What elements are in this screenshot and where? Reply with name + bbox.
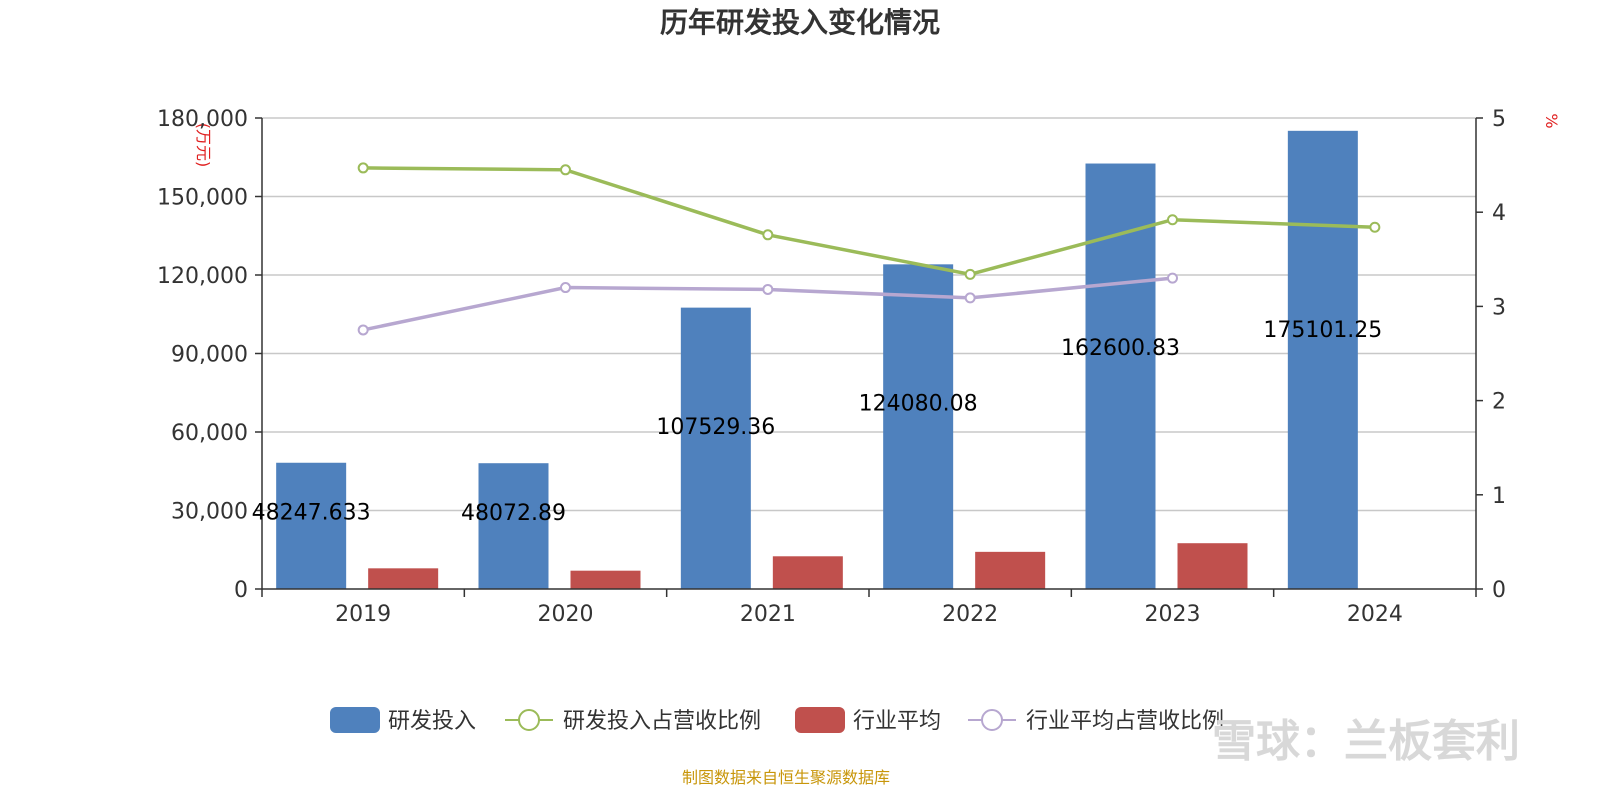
x-tick-label: 2021 xyxy=(740,602,796,627)
legend-swatch xyxy=(330,707,380,733)
legend-marker xyxy=(981,709,1003,731)
left-axis-unit: (万元) xyxy=(194,123,213,168)
legend-label: 行业平均占营收比例 xyxy=(1026,709,1224,734)
bar-value-label: 124080.08 xyxy=(859,391,978,416)
rd-ratio-point xyxy=(560,164,571,176)
bar-value-label: 48072.89 xyxy=(461,501,566,526)
source-note: 制图数据来自恒生聚源数据库 xyxy=(682,768,890,787)
rd-ratio-point xyxy=(964,268,976,280)
right-tick-label: 1 xyxy=(1492,484,1506,509)
rd-bar xyxy=(680,307,751,589)
x-tick-label: 2020 xyxy=(538,602,594,627)
right-tick-label: 4 xyxy=(1492,201,1506,226)
left-tick-label: 0 xyxy=(234,578,248,603)
rd-ratio-point xyxy=(357,162,369,174)
x-tick-label: 2019 xyxy=(335,602,391,627)
left-tick-label: 180,000 xyxy=(157,107,248,132)
rd-bar xyxy=(883,264,954,589)
data-labels: 48247.633 48072.89 107529.36 124080.08 16260… xyxy=(252,318,1383,526)
bar-value-label: 48247.633 xyxy=(252,501,371,526)
gridlines xyxy=(262,117,1476,512)
industry-ratio-point xyxy=(964,292,976,304)
right-tick-label: 2 xyxy=(1492,390,1506,415)
rd-bar xyxy=(1287,130,1358,589)
right-axis-unit: % xyxy=(1542,113,1561,128)
right-tick-label: 5 xyxy=(1492,107,1506,132)
industry-ratio-point xyxy=(762,283,774,295)
legend: 研发投入 研发投入占营收比例 行业平均 行业平均占营收比例 xyxy=(330,707,1224,734)
industry-avg-bar xyxy=(975,551,1046,589)
industry-avg-bar xyxy=(772,556,843,589)
industry-avg-bar xyxy=(1177,543,1248,589)
legend-marker xyxy=(518,709,540,731)
industry-ratio-point xyxy=(357,324,369,336)
legend-label: 研发投入占营收比例 xyxy=(563,709,761,734)
bar-value-label: 175101.25 xyxy=(1263,318,1382,343)
rd-bar xyxy=(276,462,347,589)
left-tick-label: 30,000 xyxy=(171,500,248,525)
left-tick-label: 120,000 xyxy=(157,264,248,289)
axes: 0 30,000 60,000 90,000 120,000 150,000 180,000… xyxy=(157,107,1506,627)
x-tick-label: 2022 xyxy=(942,602,998,627)
watermark-text: 雪球：兰板套利 xyxy=(1212,716,1520,767)
x-tick-label: 2023 xyxy=(1145,602,1201,627)
rd-bar xyxy=(478,463,549,589)
rd-ratio-point xyxy=(762,229,774,241)
lines xyxy=(357,162,1381,336)
industry-avg-bar xyxy=(368,568,439,589)
left-tick-label: 60,000 xyxy=(171,421,248,446)
rd-ratio-line xyxy=(363,166,1375,277)
right-tick-label: 3 xyxy=(1492,295,1506,320)
industry-avg-bar xyxy=(570,570,641,589)
legend-swatch xyxy=(795,707,845,733)
legend-label: 行业平均 xyxy=(853,709,941,734)
x-tick-label: 2024 xyxy=(1347,602,1403,627)
rd-ratio-point xyxy=(1167,214,1178,226)
rd-ratio-point xyxy=(1369,221,1381,233)
legend-label: 研发投入 xyxy=(388,709,476,734)
bar-value-label: 162600.83 xyxy=(1061,336,1180,361)
bars xyxy=(276,130,1358,589)
bar-value-label: 107529.36 xyxy=(656,415,775,440)
industry-ratio-point xyxy=(560,282,571,294)
left-tick-label: 150,000 xyxy=(157,186,248,211)
industry-ratio-point xyxy=(1167,272,1178,284)
right-tick-label: 0 xyxy=(1492,578,1506,603)
chart-title: 历年研发投入变化情况 xyxy=(660,6,940,39)
left-tick-label: 90,000 xyxy=(171,343,248,368)
